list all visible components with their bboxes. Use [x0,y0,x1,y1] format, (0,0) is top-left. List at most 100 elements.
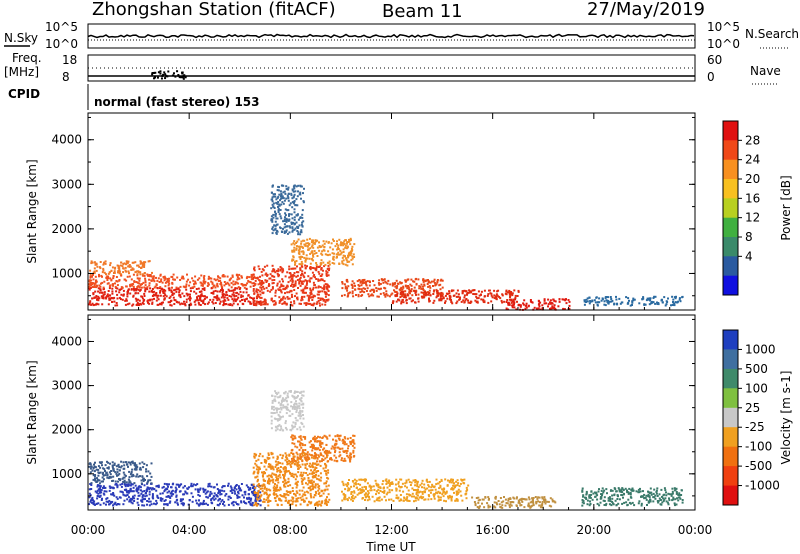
data-cell [102,269,105,272]
data-cell [161,497,164,500]
data-cell [276,494,279,497]
data-cell [111,292,114,295]
data-cell [326,450,328,452]
data-cell [401,291,404,294]
data-cell [175,300,178,303]
data-cell [291,281,294,284]
data-cell [258,302,261,305]
data-cell [141,273,144,276]
data-cell [288,218,291,221]
data-cell [113,503,116,505]
data-cell [123,262,126,265]
data-cell [302,288,305,291]
data-cell [463,296,466,299]
data-cell [379,282,382,285]
data-cell [132,495,134,498]
data-cell [129,265,132,268]
data-cell [215,494,218,496]
data-cell [110,493,113,496]
data-cell [152,275,155,278]
data-cell [282,220,285,223]
data-cell [268,477,271,480]
data-cell [554,300,557,303]
data-cell [290,274,293,277]
data-cell [189,281,192,284]
data-cell [259,495,262,498]
data-cell [673,304,676,307]
data-cell [136,497,139,500]
data-cell [244,501,246,504]
data-cell [130,278,133,281]
data-cell [235,488,238,491]
data-cell [214,279,217,282]
data-cell [433,289,436,292]
data-cell [527,305,530,308]
data-cell [262,282,265,284]
data-cell [519,305,522,308]
data-cell [315,252,318,254]
data-cell [270,411,273,414]
data-cell [320,445,323,448]
data-cell [235,294,238,297]
data-cell [294,204,297,207]
data-cell [195,502,198,505]
data-cell [326,454,328,457]
data-cell [277,185,280,188]
freq-dot [181,76,184,79]
data-cell [164,294,167,297]
data-cell [487,504,490,507]
data-cell [522,303,525,306]
data-cell [313,252,316,255]
data-cell [428,289,431,292]
data-cell [180,502,183,505]
data-cell [304,456,307,459]
data-cell [92,474,95,477]
data-cell [211,281,214,284]
data-cell [236,276,239,279]
data-cell [378,282,380,285]
data-cell [154,285,157,288]
data-cell [123,499,126,502]
data-cell [436,295,439,297]
data-cell [404,279,407,282]
data-cell [336,446,339,449]
data-cell [291,250,294,253]
data-cell [423,486,426,489]
data-cell [444,301,446,304]
data-cell [102,467,105,470]
data-cell [463,294,466,297]
data-cell [153,502,155,505]
data-cell [588,302,591,305]
data-cell [97,287,100,290]
data-cell [221,486,224,489]
data-cell [323,280,326,283]
data-cell [282,191,285,194]
data-cell [285,428,288,431]
data-cell [166,504,169,507]
data-cell [295,247,298,250]
data-cell [365,283,368,286]
data-cell [332,438,334,441]
data-cell [433,299,436,302]
data-cell [120,261,123,264]
data-cell [181,302,184,305]
freq-scatter [151,70,187,80]
data-cell [386,486,389,489]
data-cell [281,278,284,281]
data-cell [298,407,301,410]
data-cell [280,503,283,506]
data-cell [437,490,440,493]
data-cell [195,292,198,295]
data-cell [182,493,185,496]
data-cell [316,301,319,304]
data-cell [299,442,302,445]
data-cell [463,289,466,292]
data-cell [101,497,103,500]
data-cell [285,197,288,200]
data-cell [280,192,283,195]
data-cell [108,271,111,274]
data-cell [439,484,442,487]
data-cell [163,279,166,282]
data-cell [307,242,309,245]
data-cell [292,452,295,455]
